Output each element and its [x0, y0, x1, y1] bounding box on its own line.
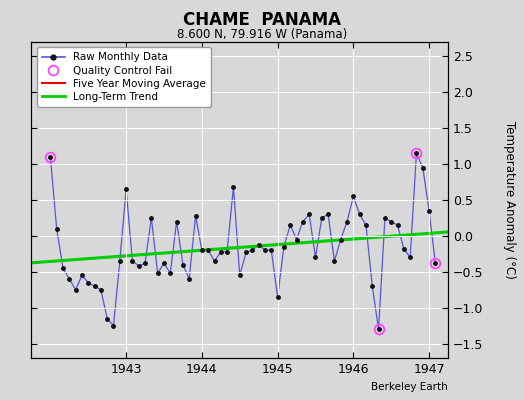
Text: 8.600 N, 79.916 W (Panama): 8.600 N, 79.916 W (Panama) [177, 28, 347, 41]
Text: Berkeley Earth: Berkeley Earth [372, 382, 448, 392]
Y-axis label: Temperature Anomaly (°C): Temperature Anomaly (°C) [503, 121, 516, 279]
Legend: Raw Monthly Data, Quality Control Fail, Five Year Moving Average, Long-Term Tren: Raw Monthly Data, Quality Control Fail, … [37, 47, 211, 107]
Text: CHAME  PANAMA: CHAME PANAMA [183, 11, 341, 29]
